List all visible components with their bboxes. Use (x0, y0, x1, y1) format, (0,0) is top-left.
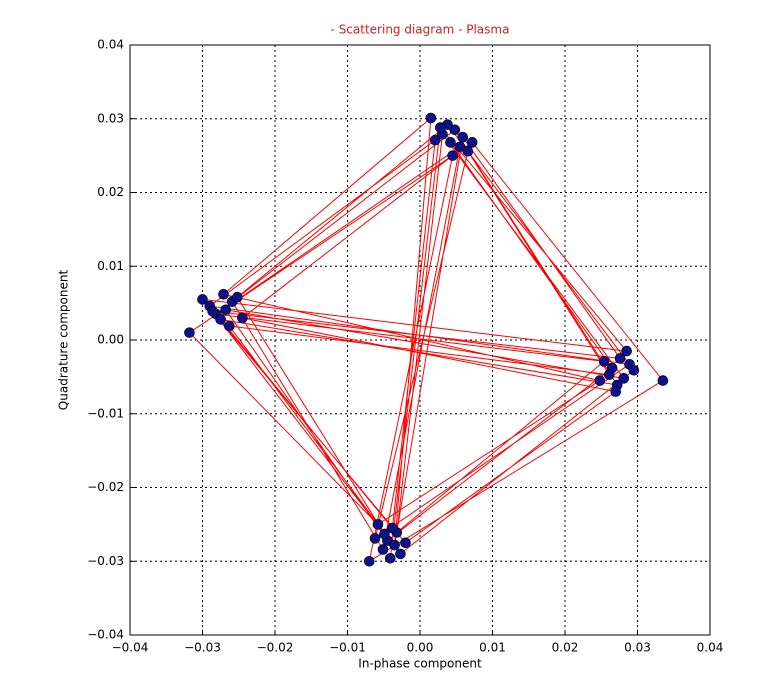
point (237, 312, 248, 324)
y-tick-label: 0.01 (97, 259, 124, 273)
x-tick-label: 0.00 (407, 641, 434, 655)
point (462, 145, 474, 157)
point (466, 137, 478, 148)
point (387, 522, 398, 534)
point (425, 112, 437, 124)
point (224, 320, 235, 332)
point (384, 552, 396, 564)
y-tick-label: −0.02 (87, 480, 124, 494)
point (457, 131, 469, 143)
point (603, 369, 615, 380)
point (610, 386, 622, 397)
x-tick-label: 0.04 (697, 641, 724, 655)
point (372, 519, 384, 530)
trajectory-line (188, 116, 664, 563)
point (369, 533, 381, 544)
point (454, 141, 466, 153)
point (598, 356, 610, 367)
point (232, 291, 243, 303)
point (400, 537, 411, 549)
plot-frame (129, 44, 711, 636)
point (434, 122, 446, 133)
y-tick-label: −0.01 (87, 406, 124, 420)
point (614, 353, 626, 364)
x-tick-label: −0.04 (112, 641, 149, 655)
point (594, 375, 606, 386)
point (207, 305, 218, 317)
y-tick-label: −0.04 (87, 628, 124, 642)
x-tick-label: −0.01 (329, 641, 366, 655)
point (621, 345, 632, 357)
point (220, 304, 231, 316)
x-tick-label: 0.03 (624, 641, 651, 655)
point (377, 544, 389, 555)
point (449, 124, 461, 136)
y-tick-label: −0.03 (87, 554, 124, 568)
x-tick-label: 0.01 (479, 641, 506, 655)
point (379, 528, 390, 540)
point (197, 294, 208, 305)
y-tick-label: 0.00 (97, 333, 124, 347)
point (657, 375, 669, 386)
point (628, 364, 640, 376)
point (429, 134, 441, 146)
point (218, 288, 229, 300)
x-tick-label: −0.03 (184, 641, 221, 655)
point (215, 314, 226, 325)
y-tick-label: 0.04 (97, 38, 124, 52)
point (363, 555, 375, 567)
y-axis-label: Quadrature component (57, 270, 71, 411)
point (184, 327, 195, 338)
chart-title: - Scattering diagram - Plasma (331, 23, 510, 37)
point (445, 137, 456, 148)
point (395, 548, 406, 560)
point (618, 373, 630, 384)
point (389, 539, 400, 551)
point (447, 150, 458, 161)
y-tick-label: 0.03 (97, 111, 124, 125)
x-tick-label: 0.02 (552, 641, 579, 655)
x-tick-label: −0.02 (257, 641, 294, 655)
x-axis-label: In-phase component (358, 657, 482, 671)
y-tick-label: 0.02 (97, 185, 124, 199)
